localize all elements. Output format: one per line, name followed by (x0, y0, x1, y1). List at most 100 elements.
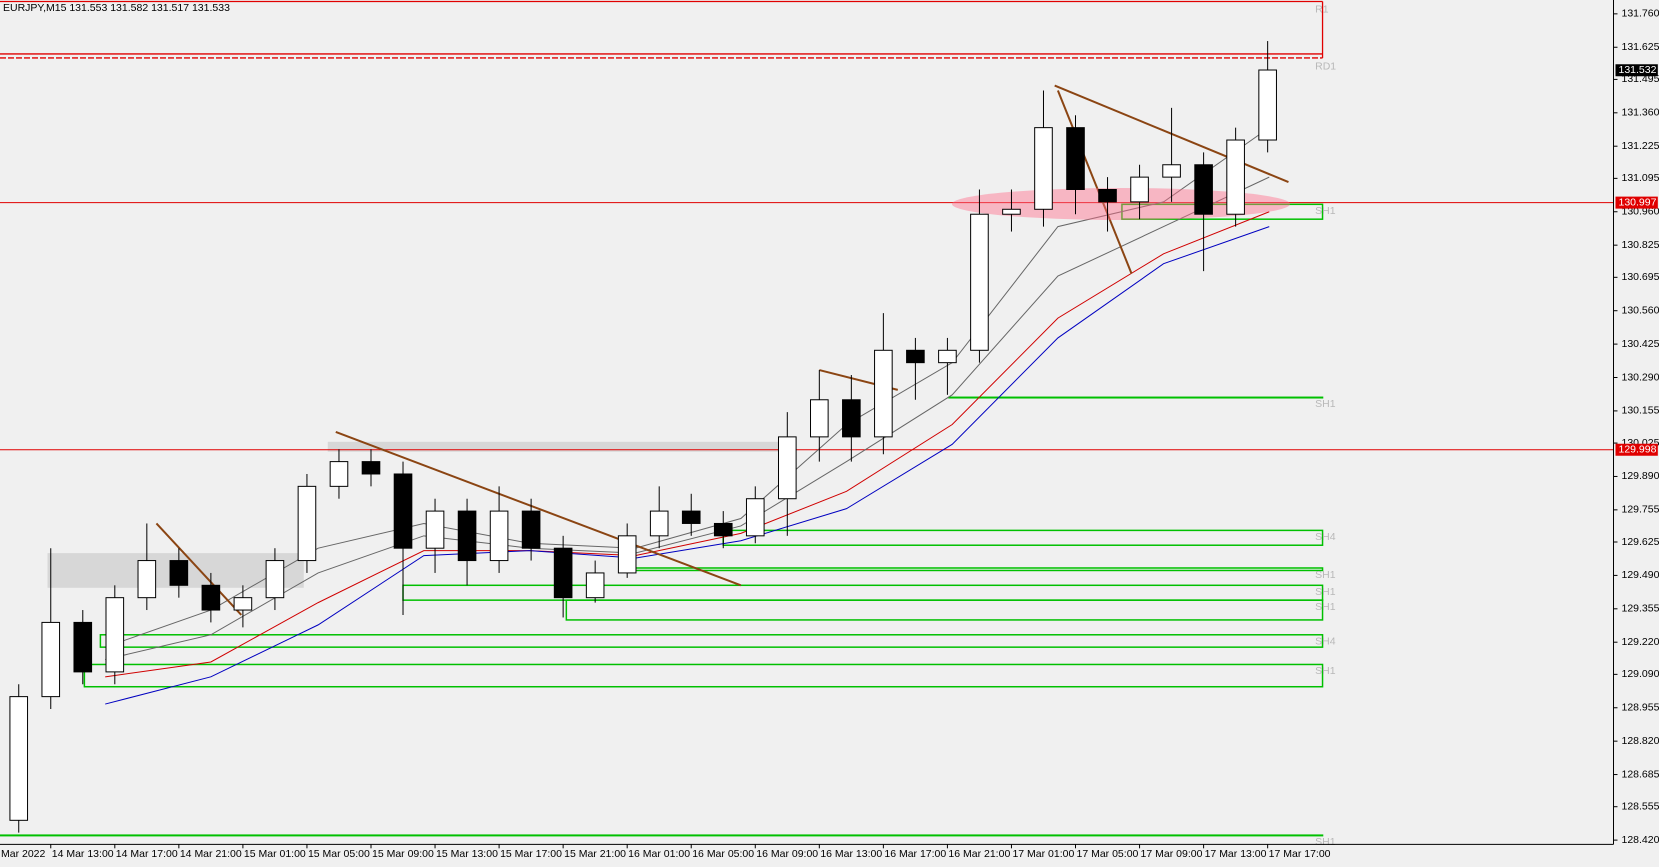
candle-body (137, 560, 157, 599)
x-tick-label: 15 Mar 17:00 (500, 848, 562, 860)
candle-body (1034, 127, 1053, 210)
y-tick-label: 128.955 (1622, 702, 1659, 714)
candle-body (9, 696, 29, 821)
y-tick-label: 129.220 (1622, 636, 1659, 648)
y-tick-label: 128.420 (1622, 834, 1659, 846)
price-marker-label: 131.532 (1619, 64, 1657, 76)
y-tick-label: 130.155 (1622, 405, 1659, 417)
x-tick-label: 14 Mar 17:00 (116, 848, 178, 860)
x-tick-label: 15 Mar 01:00 (244, 848, 306, 860)
y-tick-label: 131.225 (1622, 140, 1659, 152)
candle-body (938, 349, 957, 364)
candle-body (329, 461, 349, 487)
y-tick-label: 129.890 (1622, 470, 1659, 482)
candle-body (777, 436, 797, 500)
zone-label: SH1 (1315, 586, 1336, 598)
zone-label: SH1 (1315, 836, 1336, 848)
x-tick-label: 17 Mar 05:00 (1077, 848, 1139, 860)
candle-body (745, 498, 765, 537)
zone-label: SH1 (1315, 569, 1336, 581)
trendline (155, 522, 243, 616)
candle-body (521, 510, 541, 549)
candle-body (906, 349, 925, 364)
price-marker (1615, 196, 1658, 209)
candle-body (105, 597, 125, 673)
y-tick-label: 130.560 (1622, 304, 1659, 316)
x-tick-label: 17 Mar 01:00 (1012, 848, 1074, 860)
y-tick-label: 130.425 (1622, 338, 1659, 350)
x-tick-label: 15 Mar 13:00 (436, 848, 498, 860)
x-tick-label: 14 Mar 21:00 (180, 848, 242, 860)
x-tick-label: 17 Mar 09:00 (1141, 848, 1203, 860)
y-tick-label: 129.490 (1622, 569, 1659, 581)
x-tick-label: 15 Mar 09:00 (372, 848, 434, 860)
trendline (335, 430, 742, 587)
moving-average (105, 211, 1270, 678)
candle-body (1226, 139, 1245, 215)
x-tick-label: 16 Mar 21:00 (948, 848, 1010, 860)
chart-title: EURJPY,M15 131.553 131.582 131.517 131.5… (3, 2, 230, 14)
candle-body (489, 510, 509, 562)
zone (948, 396, 1324, 399)
x-tick-label: 16 Mar 17:00 (884, 848, 946, 860)
moving-average (105, 176, 1270, 661)
candle-body (265, 560, 285, 599)
candle-body (842, 399, 861, 438)
x-tick-label: 17 Mar 13:00 (1205, 848, 1267, 860)
x-tick-label: 16 Mar 09:00 (756, 848, 818, 860)
zone (83, 663, 1324, 688)
y-tick-label: 131.095 (1622, 172, 1659, 184)
y-tick-label: 130.695 (1622, 271, 1659, 283)
price-marker (1615, 64, 1658, 77)
y-tick-label: 128.555 (1622, 800, 1659, 812)
zone (0, 834, 1324, 837)
candle-body (713, 522, 733, 537)
zone-label: SH1 (1315, 205, 1336, 217)
candle-body (1162, 164, 1181, 178)
candle-body (649, 510, 669, 537)
candle-body (810, 399, 829, 438)
zone-label: SH1 (1315, 398, 1336, 410)
trendline (1056, 90, 1133, 274)
candle-body (41, 621, 61, 698)
candle-body (297, 485, 317, 562)
candle-body (1194, 164, 1213, 215)
y-tick-label: 130.825 (1622, 239, 1659, 251)
x-tick-label: 15 Mar 21:00 (564, 848, 626, 860)
zone-label: SH1 (1315, 601, 1336, 613)
zone-label: SH1 (1315, 665, 1336, 677)
candle-body (73, 621, 93, 673)
y-tick-label: 131.360 (1622, 107, 1659, 119)
moving-average (105, 226, 1270, 705)
y-tick-label: 129.090 (1622, 668, 1659, 680)
price-marker (1615, 443, 1658, 456)
candle-body (1098, 188, 1117, 203)
candle-body (233, 597, 253, 611)
x-tick-label: 16 Mar 13:00 (820, 848, 882, 860)
y-tick-label: 131.625 (1622, 41, 1659, 53)
candle-body (874, 349, 893, 438)
zone-label: SH4 (1315, 636, 1336, 648)
candle-body (1002, 208, 1021, 215)
candle-body (201, 584, 221, 611)
x-tick-label: 15 Mar 05:00 (308, 848, 370, 860)
candle-body (681, 510, 701, 524)
candle-body (457, 510, 477, 562)
price-marker-label: 129.998 (1619, 444, 1657, 456)
zone-label: SH4 (1315, 531, 1336, 543)
candle-body (1066, 127, 1085, 190)
x-tick-label: 16 Mar 05:00 (692, 848, 754, 860)
price-marker-label: 130.997 (1619, 196, 1657, 208)
y-tick-label: 129.755 (1622, 504, 1659, 516)
candle-body (585, 572, 605, 599)
candle-body (1258, 69, 1277, 141)
candle-body (393, 473, 413, 549)
x-tick-label: 16 Mar 01:00 (628, 848, 690, 860)
candle-body (361, 461, 381, 475)
x-tick-label: 14 Mar 13:00 (52, 848, 114, 860)
candle-body (553, 547, 573, 599)
x-tick-label: Mar 2022 (1, 848, 46, 860)
